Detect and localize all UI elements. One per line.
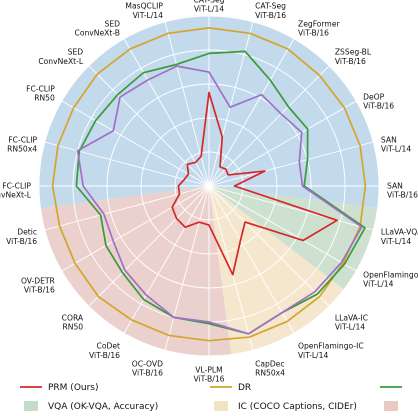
legend-swatch-4	[214, 401, 228, 411]
grid-spoke-7	[208, 185, 374, 231]
grid-spoke-15	[88, 185, 210, 307]
grid-spoke-9	[208, 185, 330, 307]
axis-label-3: ZSSeg-BL ViT-B/16	[335, 48, 372, 66]
axis-label-11: CapDec RN50x4	[255, 359, 285, 377]
legend-entry-1: DR	[210, 383, 251, 393]
axis-label-5: SAN ViT-L/14	[381, 135, 411, 153]
series-line-1	[51, 27, 367, 342]
axis-label-22: SED ConvNeXt-B	[75, 19, 121, 37]
series-lines	[51, 27, 367, 342]
axis-label-2: ZegFormer ViT-B/16	[298, 19, 340, 37]
axis-label-9: LLaVA-IC ViT-L/14	[335, 313, 368, 331]
legend-swatch-3	[24, 401, 38, 411]
legend-label-0: PRM (Ours)	[48, 383, 99, 393]
grid-spoke-22	[123, 38, 210, 187]
grid-spoke-4	[208, 100, 357, 187]
grid-spoke-19	[44, 141, 210, 187]
legend-label-4: IC (COCO Captions, CIDEr)	[238, 402, 357, 412]
axis-label-19: FC-CLIP RN50x4	[7, 135, 37, 153]
legend-swatch-5	[384, 401, 398, 411]
grid-spoke-16	[61, 185, 210, 272]
axis-label-20: FC-CLIP RN50	[26, 85, 55, 103]
series-line-3	[76, 65, 363, 335]
axis-label-7: LLaVA-VQAViT-L/14	[381, 228, 418, 246]
grid-spoke-23	[164, 21, 210, 187]
grid-spoke-14	[123, 185, 210, 334]
axis-label-10: OpenFlamingo-IC ViT-L/14	[298, 342, 364, 360]
legend-label-1: DR	[238, 383, 251, 393]
grid-spoke-21	[88, 65, 210, 187]
grid-spoke-5	[208, 141, 374, 187]
axis-label-12: VL-PLM ViT-B/16	[194, 366, 225, 384]
axis-label-13: OC-OVD ViT-B/16	[132, 359, 163, 377]
legend: PRM (Ours) DR VQA (OK-VQA, Accuracy) IC (CO…	[20, 383, 402, 412]
axis-label-6: SAN ViT-B/16	[387, 182, 418, 200]
axis-label-4: DeOP ViT-B/16	[363, 93, 394, 111]
radar-grid	[38, 15, 380, 357]
legend-entry-0: PRM (Ours)	[20, 383, 99, 393]
axis-label-21: SED ConvNeXt-L	[38, 48, 84, 66]
axis-label-0: CAT-Seg ViT-L/14	[194, 0, 225, 14]
axis-label-16: OV-DETR ViT-B/16	[21, 277, 56, 295]
axis-label-1: CAT-Seg ViT-B/16	[255, 2, 286, 20]
grid-spoke-10	[208, 185, 295, 334]
sector-3	[40, 186, 232, 356]
grid-spoke-11	[208, 185, 254, 351]
axis-label-14: CoDet ViT-B/16	[89, 342, 120, 360]
series-line-2	[75, 50, 366, 335]
grid-spoke-1	[208, 21, 254, 187]
grid-spoke-2	[208, 38, 295, 187]
axis-label-15: CORA RN50	[62, 313, 84, 331]
legend-entry-5	[384, 401, 398, 411]
axis-label-17: Detic ViT-B/16	[6, 228, 37, 246]
grid-spoke-3	[208, 65, 330, 187]
axis-label-23: MasQCLIP ViT-L/14	[125, 2, 163, 20]
legend-entry-4: IC (COCO Captions, CIDEr)	[214, 401, 357, 412]
legend-label-3: VQA (OK-VQA, Accuracy)	[48, 402, 158, 412]
grid-spoke-8	[208, 185, 357, 272]
axis-label-18: FC-CLIPConvNeXt-L	[0, 182, 32, 200]
grid-spoke-20	[61, 100, 210, 187]
grid-spoke-17	[44, 185, 210, 231]
axis-label-8: OpenFlamingo-VQAViT-L/14	[363, 271, 418, 289]
series-line-0	[171, 91, 338, 276]
axis-labels: CAT-Seg ViT-L/14 CAT-Seg ViT-B/16 ZegFormer V…	[0, 0, 418, 384]
grid-spoke-13	[164, 185, 210, 351]
legend-entry-3: VQA (OK-VQA, Accuracy)	[24, 401, 158, 412]
